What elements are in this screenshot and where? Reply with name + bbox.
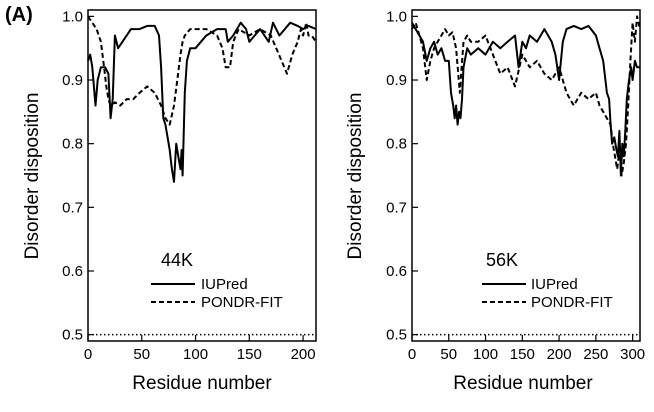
legend-label-pondr-fit-44k: PONDR-FIT [201, 294, 283, 311]
x-tick-label-56k: 200 [547, 346, 572, 363]
y-axis-title-56k: Disorder disposition [345, 93, 366, 260]
chart-56k: 0 50 100 150 200 250 300 0.5 0.6 0.7 0.8 0.9 1.0 56K… [345, 8, 645, 394]
x-tick-label-56k: 100 [473, 346, 498, 363]
y-axis-title-44k: Disorder disposition [22, 93, 43, 260]
legend-label-iupred-44k: IUPred [201, 276, 248, 293]
x-tick-label-44k: 50 [133, 346, 150, 363]
plot-frame-44k [87, 9, 317, 342]
y-tick-label-56k: 0.6 [386, 263, 407, 280]
legend-label-iupred-56k: IUPred [531, 276, 578, 293]
x-tick-label-56k: 250 [583, 346, 608, 363]
legend-56k: IUPred PONDR-FIT [482, 276, 613, 311]
x-tick-label-56k: 0 [408, 346, 416, 363]
panel-label-44k: 44K [161, 250, 193, 270]
y-tick-label-44k: 0.5 [62, 327, 83, 344]
y-tick-label-44k: 0.9 [62, 72, 83, 89]
plot-area-56k: 0 50 100 150 200 250 300 0.5 0.6 0.7 0.8 0.9 1.0 [386, 8, 645, 363]
x-tick-label-56k: 150 [510, 346, 535, 363]
x-tick-label-56k: 50 [440, 346, 457, 363]
y-tick-label-56k: 0.5 [386, 327, 407, 344]
legend-label-pondr-fit-56k: PONDR-FIT [531, 294, 613, 311]
y-tick-label-44k: 0.6 [62, 263, 83, 280]
x-tick-label-56k: 300 [620, 346, 645, 363]
y-tick-label-44k: 0.7 [62, 199, 83, 216]
series-iupred-56k [411, 22, 640, 177]
y-tick-label-56k: 0.9 [386, 72, 407, 89]
y-tick-label-44k: 1.0 [62, 8, 83, 25]
y-tick-label-56k: 0.8 [386, 136, 407, 153]
plot-area-44k: 0 50 100 150 200 0.5 0.6 0.7 0.8 0.9 1.0 [62, 8, 317, 363]
plot-frame-56k [411, 9, 641, 342]
y-tick-label-56k: 0.7 [386, 199, 407, 216]
legend-44k: IUPred PONDR-FIT [151, 276, 283, 311]
chart-44k: 0 50 100 150 200 0.5 0.6 0.7 0.8 0.9 1.0 44K IUPre… [22, 8, 317, 394]
x-tick-label-44k: 100 [183, 346, 208, 363]
panel-letter: (A) [5, 4, 33, 26]
panel-label-56k: 56K [486, 250, 518, 270]
x-tick-label-44k: 200 [291, 346, 316, 363]
x-tick-label-44k: 150 [237, 346, 262, 363]
y-tick-label-44k: 0.8 [62, 136, 83, 153]
series-iupred-44k [87, 21, 317, 183]
x-tick-label-44k: 0 [84, 346, 92, 363]
x-axis-title-56k: Residue number [453, 373, 593, 394]
y-tick-label-56k: 1.0 [386, 8, 407, 25]
x-axis-title-44k: Residue number [132, 373, 272, 394]
series-pondr-fit-56k [411, 15, 641, 177]
